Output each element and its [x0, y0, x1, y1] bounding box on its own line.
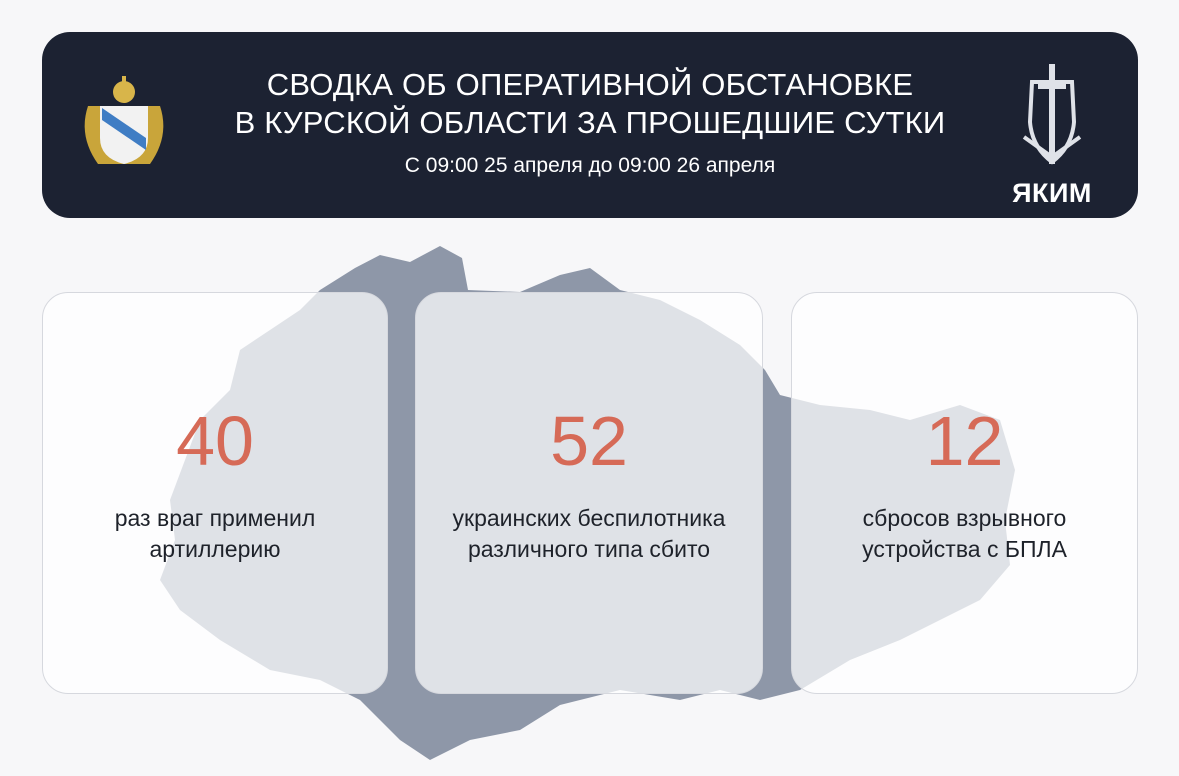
stat-value: 40	[176, 402, 254, 480]
stat-label-line: украинских беспилотника	[452, 505, 726, 531]
stat-value: 52	[550, 402, 628, 480]
header-banner: СВОДКА ОБ ОПЕРАТИВНОЙ ОБСТАНОВКЕ В КУРСК…	[42, 32, 1138, 218]
stat-label-line: различного типа сбито	[467, 536, 711, 562]
page-title: СВОДКА ОБ ОПЕРАТИВНОЙ ОБСТАНОВКЕ В КУРСК…	[42, 66, 1138, 142]
stat-label: сбросов взрывного устройства с БПЛА	[792, 503, 1137, 565]
coat-of-arms-icon	[84, 76, 164, 164]
yakim-logo: ЯКИМ	[1002, 62, 1102, 208]
yakim-logo-text: ЯКИМ	[1012, 178, 1092, 208]
sword-shield-icon	[1022, 64, 1082, 165]
stat-label-line: сбросов взрывного	[862, 505, 1067, 531]
stat-card-drops: 12 сбросов взрывного устройства с БПЛА	[791, 292, 1138, 694]
stat-label: раз враг применил артиллерию	[43, 503, 387, 565]
title-line-2: В КУРСКОЙ ОБЛАСТИ ЗА ПРОШЕДШИЕ СУТКИ	[234, 105, 946, 140]
stat-card-drones: 52 украинских беспилотника различного ти…	[415, 292, 763, 694]
stat-label-line: устройства с БПЛА	[862, 536, 1067, 562]
stat-value: 12	[925, 402, 1004, 480]
stat-card-artillery: 40 раз враг применил артиллерию	[42, 292, 388, 694]
date-range: С 09:00 25 апреля до 09:00 26 апреля	[404, 154, 776, 177]
stat-label-line: артиллерию	[149, 536, 281, 562]
stat-label-line: раз враг применил	[114, 505, 316, 531]
stat-label: украинских беспилотника различного типа …	[416, 503, 762, 565]
title-line-1: СВОДКА ОБ ОПЕРАТИВНОЙ ОБСТАНОВКЕ	[266, 67, 914, 102]
